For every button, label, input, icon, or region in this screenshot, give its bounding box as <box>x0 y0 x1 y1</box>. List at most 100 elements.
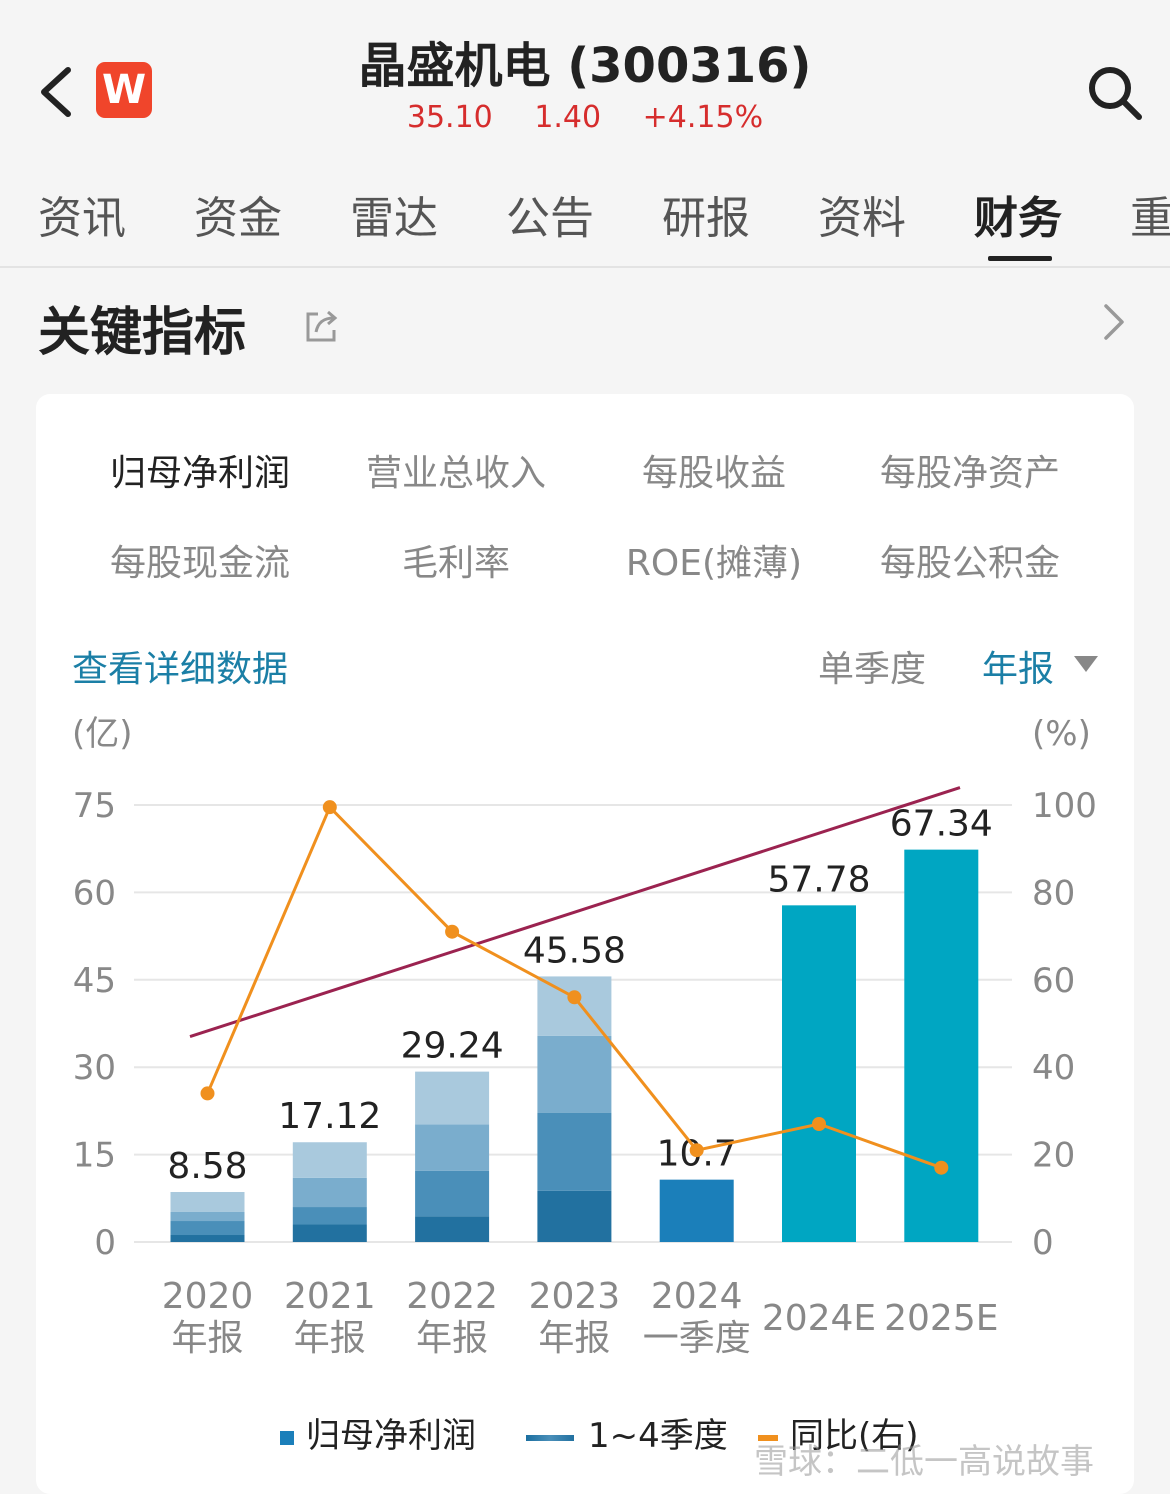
y-tick-left: 60 <box>73 873 116 913</box>
bar-segment <box>170 1221 245 1236</box>
search-icon[interactable] <box>1086 64 1144 122</box>
share-icon[interactable] <box>302 306 342 346</box>
y-tick-left: 0 <box>94 1223 116 1263</box>
x-tick-label: 2025E <box>884 1298 998 1339</box>
x-tick-label: 年报 <box>538 1318 610 1359</box>
y-tick-right: 100 <box>1032 786 1097 826</box>
bar <box>782 905 856 1242</box>
y-tick-right: 60 <box>1032 961 1075 1001</box>
legend-label-yoy: 同比(右) <box>790 1416 919 1456</box>
y-tick-right: 20 <box>1032 1136 1075 1176</box>
bar-value-label: 17.12 <box>278 1096 381 1137</box>
watermark: 雪球：二低一高说故事 <box>754 1442 1094 1482</box>
bar-segment <box>292 1224 367 1242</box>
legend-net-profit: 归母净利润 <box>280 1408 476 1457</box>
bar-value-label: 57.78 <box>767 859 870 900</box>
tab-more[interactable]: 重 <box>1130 193 1170 244</box>
legend-quarters: 1~4季度 <box>526 1408 728 1457</box>
bar-segment <box>292 1177 367 1208</box>
bar-segment <box>537 1190 612 1242</box>
metric-bvps[interactable]: 每股净资产 <box>879 453 1060 494</box>
metric-gross-margin[interactable]: 毛利率 <box>401 543 510 584</box>
bar-value-label: 8.58 <box>167 1146 247 1187</box>
quote-line: 35.10 1.40 +4.15% <box>0 100 1170 135</box>
app-logo: W <box>96 62 152 118</box>
bar-segment <box>415 1170 490 1217</box>
tab-radar[interactable]: 雷达 <box>350 193 438 244</box>
period-annual[interactable]: 年报 <box>982 649 1055 690</box>
active-tab-indicator <box>988 256 1052 261</box>
net-profit-chart: (亿) (%) 75 100 60 80 45 60 30 40 15 20 0 0 8.58 2020… <box>72 714 1097 1359</box>
back-icon[interactable] <box>34 62 80 122</box>
stock-title: 晶盛机电 (300316) <box>358 38 812 94</box>
price: 35.10 <box>406 100 493 135</box>
tab-bar: 资讯 资金 雷达 公告 研报 资料 财务 重 <box>0 170 1170 268</box>
legend-yoy: 同比(右) <box>758 1408 919 1457</box>
legend-label-quarters: 1~4季度 <box>588 1416 728 1456</box>
y-tick-right: 80 <box>1032 873 1075 913</box>
bar <box>659 1179 734 1242</box>
yoy-point <box>322 800 337 815</box>
bar-segment <box>170 1235 245 1242</box>
x-tick-label: 2024 <box>651 1276 743 1317</box>
metric-cfps[interactable]: 每股现金流 <box>109 543 290 584</box>
yoy-point <box>934 1160 949 1175</box>
bar-segment <box>170 1211 245 1222</box>
left-axis-unit: (亿) <box>72 714 133 754</box>
x-tick-label: 2020 <box>162 1276 254 1317</box>
bar-value-label: 67.34 <box>890 804 993 845</box>
y-tick-left: 75 <box>73 786 116 826</box>
yoy-point <box>812 1117 826 1132</box>
y-tick-left: 15 <box>73 1136 116 1176</box>
legend-swatch-quarters <box>526 1434 574 1441</box>
y-tick-right: 0 <box>1032 1223 1054 1263</box>
x-tick-label: 2021 <box>284 1276 376 1317</box>
chevron-right-icon[interactable] <box>1098 300 1128 344</box>
bar-segment <box>292 1207 367 1225</box>
x-tick-label: 2022 <box>406 1276 498 1317</box>
dropdown-triangle-icon[interactable] <box>1072 654 1100 674</box>
bar-segment <box>292 1142 367 1178</box>
tab-research[interactable]: 研报 <box>662 193 750 244</box>
bar-value-label: 45.58 <box>523 930 626 971</box>
x-tick-label: 年报 <box>294 1318 366 1359</box>
period-single-quarter[interactable]: 单季度 <box>818 649 927 690</box>
metric-eps[interactable]: 每股收益 <box>641 453 786 494</box>
price-change: 1.40 <box>534 100 602 135</box>
yoy-point <box>567 990 582 1005</box>
bar <box>904 849 979 1242</box>
tab-profile[interactable]: 资料 <box>818 193 906 244</box>
yoy-point <box>445 924 460 939</box>
bar-segment <box>415 1216 490 1242</box>
x-tick-label: 2023 <box>529 1276 621 1317</box>
yoy-point <box>689 1143 704 1158</box>
right-axis-unit: (%) <box>1032 714 1091 754</box>
metric-capital-reserve[interactable]: 每股公积金 <box>879 543 1060 584</box>
x-tick-label: 年报 <box>416 1318 488 1359</box>
bar-value-label: 29.24 <box>401 1026 504 1067</box>
bar-segment <box>415 1124 490 1171</box>
price-change-pct: +4.15% <box>642 100 764 135</box>
tab-announcements[interactable]: 公告 <box>506 193 594 244</box>
y-tick-left: 45 <box>73 961 116 1001</box>
trend-line <box>189 786 961 1039</box>
metric-revenue[interactable]: 营业总收入 <box>365 453 546 494</box>
y-tick-left: 30 <box>73 1048 116 1088</box>
bar-segment <box>537 976 612 1036</box>
x-tick-label: 2024E <box>762 1298 876 1339</box>
yoy-point <box>200 1086 215 1101</box>
bar-segment <box>415 1071 490 1125</box>
section-title: 关键指标 <box>38 303 247 363</box>
tab-finance[interactable]: 财务 <box>974 193 1062 244</box>
view-detail-link[interactable]: 查看详细数据 <box>72 649 289 690</box>
app-header: W 晶盛机电 (300316) 35.10 1.40 +4.15% <box>0 0 1170 150</box>
legend-swatch-net-profit <box>280 1430 294 1445</box>
tab-funds[interactable]: 资金 <box>194 193 282 244</box>
x-tick-label: 一季度 <box>643 1318 751 1359</box>
metric-net-profit[interactable]: 归母净利润 <box>109 453 290 494</box>
metric-roe[interactable]: ROE(摊薄) <box>625 543 803 584</box>
legend-swatch-yoy <box>758 1434 778 1441</box>
tab-news[interactable]: 资讯 <box>38 193 126 244</box>
legend-label-net-profit: 归母净利润 <box>306 1416 476 1456</box>
bar-segment <box>537 1112 612 1191</box>
